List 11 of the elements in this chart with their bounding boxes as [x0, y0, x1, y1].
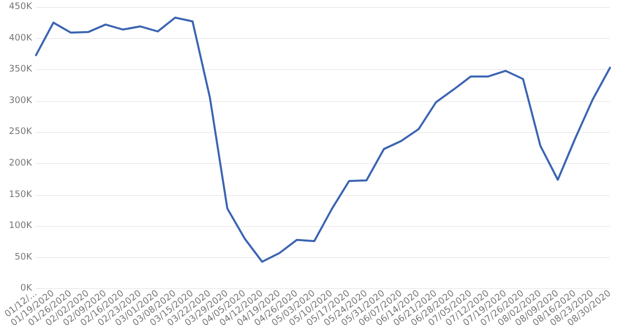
- y-tick-label: 150K: [8, 190, 34, 200]
- y-tick-label: 100K: [8, 221, 34, 232]
- line-series: [35, 16, 611, 263]
- y-tick-label: 0K: [20, 284, 34, 294]
- y-tick-label: 350K: [8, 64, 34, 75]
- y-tick-label: 300K: [8, 96, 34, 106]
- y-tick-label: 400K: [8, 33, 34, 44]
- y-tick-label: 450K: [8, 2, 34, 12]
- y-tick-label: 200K: [8, 158, 34, 168]
- y-tick-label: 50K: [14, 252, 34, 262]
- y-tick-label: 250K: [8, 127, 34, 138]
